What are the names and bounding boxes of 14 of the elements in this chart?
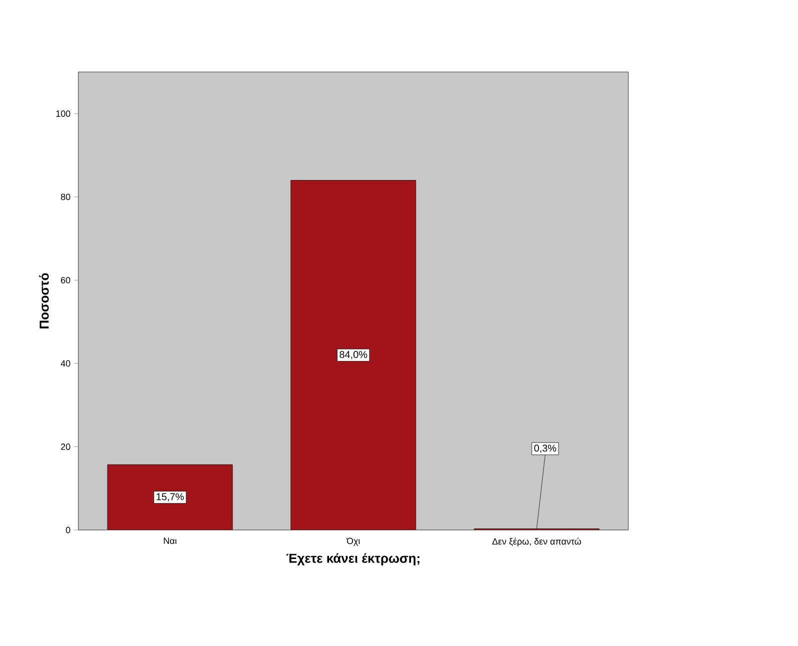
y-tick-label: 100: [56, 110, 70, 117]
y-tick-label: 0: [66, 526, 70, 534]
x-axis-title: Έχετε κάνει έκτρωση;: [286, 553, 420, 566]
x-tick-label: Όχι: [346, 538, 360, 546]
data-label: 15,7%: [156, 493, 184, 502]
y-tick-label: 40: [60, 360, 70, 367]
y-axis-title: Ποσοστό: [39, 273, 49, 328]
y-tick-label: 20: [61, 444, 70, 450]
y-tick-label: 60: [61, 276, 70, 284]
x-tick-label: Ναι: [164, 538, 177, 544]
x-tick-label: Δεν ξέρω, δεν απαντώ: [492, 538, 582, 546]
data-label: 0,3%: [534, 444, 556, 453]
data-label: 84,0%: [340, 351, 368, 360]
y-tick-label: 80: [60, 194, 70, 200]
